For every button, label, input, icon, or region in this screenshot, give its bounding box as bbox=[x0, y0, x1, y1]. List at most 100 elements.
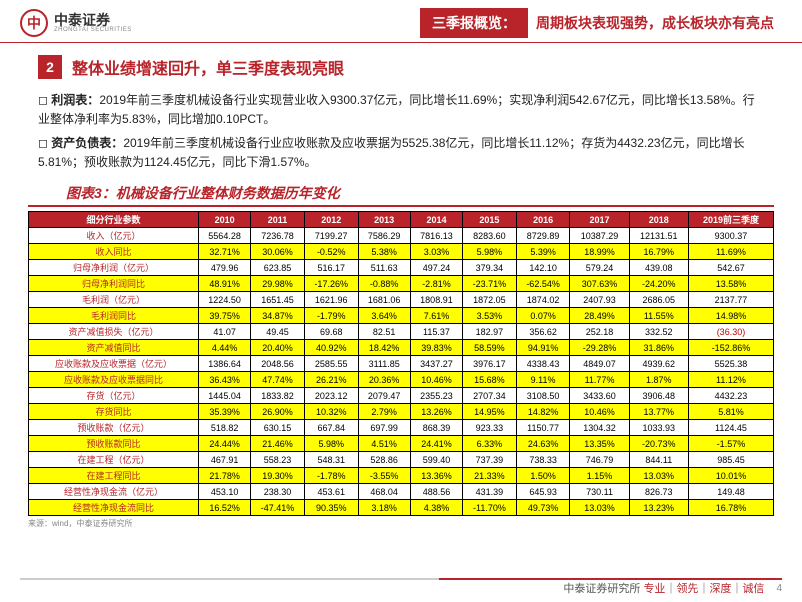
table-cell: 826.73 bbox=[629, 484, 688, 500]
table-cell: 548.31 bbox=[304, 452, 358, 468]
footer: 中泰证券研究所 专业｜领先｜深度｜诚信 4 bbox=[563, 580, 782, 596]
table-cell: 488.56 bbox=[410, 484, 462, 500]
table-cell: 1.50% bbox=[516, 468, 570, 484]
table-cell: 4.51% bbox=[358, 436, 410, 452]
table-row: 毛利润同比39.75%34.87%-1.79%3.64%7.61%3.53%0.… bbox=[29, 308, 774, 324]
logo-text: 中泰证券 ZHONGTAI SECURITIES bbox=[54, 13, 132, 33]
table-cell: 24.44% bbox=[198, 436, 250, 452]
table-cell: 356.62 bbox=[516, 324, 570, 340]
table-cell: 844.11 bbox=[629, 452, 688, 468]
table-cell: 453.61 bbox=[304, 484, 358, 500]
row-label: 收入同比 bbox=[29, 244, 199, 260]
table-cell: 2079.47 bbox=[358, 388, 410, 404]
table-cell: 579.24 bbox=[570, 260, 629, 276]
table-cell: 1150.77 bbox=[516, 420, 570, 436]
table-header-cell: 2012 bbox=[304, 212, 358, 228]
table-cell: 41.07 bbox=[198, 324, 250, 340]
footer-s1: ｜ bbox=[665, 583, 676, 595]
table-cell: 697.99 bbox=[358, 420, 410, 436]
table-cell: 2023.12 bbox=[304, 388, 358, 404]
table-cell: 252.18 bbox=[570, 324, 629, 340]
table-cell: 16.78% bbox=[688, 500, 773, 516]
table-header-cell: 2010 bbox=[198, 212, 250, 228]
page-number: 4 bbox=[776, 583, 782, 594]
table-cell: 9.11% bbox=[516, 372, 570, 388]
table-cell: 9300.37 bbox=[688, 228, 773, 244]
footer-w3: 深度 bbox=[709, 583, 731, 595]
table-cell: 5525.38 bbox=[688, 356, 773, 372]
table-cell: 47.74% bbox=[251, 372, 305, 388]
table-cell: 12131.51 bbox=[629, 228, 688, 244]
section-title: 整体业绩增速回升，单三季度表现亮眼 bbox=[72, 55, 344, 79]
table-cell: 10.46% bbox=[410, 372, 462, 388]
table-cell: 645.93 bbox=[516, 484, 570, 500]
table-cell: 14.98% bbox=[688, 308, 773, 324]
table-cell: 7586.29 bbox=[358, 228, 410, 244]
row-label: 经营性净现金流（亿元） bbox=[29, 484, 199, 500]
table-cell: 5.81% bbox=[688, 404, 773, 420]
table-cell: 11.69% bbox=[688, 244, 773, 260]
table-cell: 18.99% bbox=[570, 244, 629, 260]
table-row: 经营性净现金流（亿元）453.10238.30453.61468.04488.5… bbox=[29, 484, 774, 500]
table-wrap: 细分行业参数2010201120122013201420152016201720… bbox=[0, 207, 802, 516]
table-row: 应收账款及应收票据（亿元）1386.642048.562585.553111.8… bbox=[29, 356, 774, 372]
table-row: 在建工程同比21.78%19.30%-1.78%-3.55%13.36%21.3… bbox=[29, 468, 774, 484]
table-cell: 3437.27 bbox=[410, 356, 462, 372]
row-label: 毛利润同比 bbox=[29, 308, 199, 324]
chart-title: 图表3：机械设备行业整体财务数据历年变化 bbox=[28, 173, 774, 207]
table-header-cell: 2016 bbox=[516, 212, 570, 228]
table-cell: 90.35% bbox=[304, 500, 358, 516]
table-cell: 0.07% bbox=[516, 308, 570, 324]
table-cell: 2137.77 bbox=[688, 292, 773, 308]
table-cell: 35.39% bbox=[198, 404, 250, 420]
table-cell: 1.87% bbox=[629, 372, 688, 388]
table-cell: 7199.27 bbox=[304, 228, 358, 244]
table-cell: 923.33 bbox=[463, 420, 517, 436]
table-cell: 238.30 bbox=[251, 484, 305, 500]
table-cell: 39.83% bbox=[410, 340, 462, 356]
para1-text: 2019年前三季度机械设备行业实现营业收入9300.37亿元，同比增长11.69… bbox=[38, 93, 755, 126]
table-cell: 468.04 bbox=[358, 484, 410, 500]
table-cell: 518.82 bbox=[198, 420, 250, 436]
table-cell: 1872.05 bbox=[463, 292, 517, 308]
table-cell: 11.77% bbox=[570, 372, 629, 388]
table-cell: 599.40 bbox=[410, 452, 462, 468]
table-cell: 19.30% bbox=[251, 468, 305, 484]
table-cell: 115.37 bbox=[410, 324, 462, 340]
row-label: 应收账款及应收票据同比 bbox=[29, 372, 199, 388]
table-cell: 5564.28 bbox=[198, 228, 250, 244]
table-cell: 40.92% bbox=[304, 340, 358, 356]
table-cell: 30.06% bbox=[251, 244, 305, 260]
paragraph-balance: ◻ 资产负债表：2019年前三季度机械设备行业应收账款及应收票据为5525.38… bbox=[0, 130, 802, 173]
table-row: 资产减值同比4.44%20.40%40.92%18.42%39.83%58.59… bbox=[29, 340, 774, 356]
table-cell: 467.91 bbox=[198, 452, 250, 468]
table-cell: 1808.91 bbox=[410, 292, 462, 308]
footer-s3: ｜ bbox=[731, 583, 742, 595]
logo-icon: 中 bbox=[20, 9, 48, 37]
table-cell: 1033.93 bbox=[629, 420, 688, 436]
table-cell: 511.63 bbox=[358, 260, 410, 276]
table-cell: 8729.89 bbox=[516, 228, 570, 244]
table-cell: 737.39 bbox=[463, 452, 517, 468]
table-cell: 13.77% bbox=[629, 404, 688, 420]
table-cell: 558.23 bbox=[251, 452, 305, 468]
table-row: 归母净利润同比48.91%29.98%-17.26%-0.88%-2.81%-2… bbox=[29, 276, 774, 292]
table-cell: 7236.78 bbox=[251, 228, 305, 244]
row-label: 资产减值损失（亿元） bbox=[29, 324, 199, 340]
row-label: 经营性净现金流同比 bbox=[29, 500, 199, 516]
table-cell: 1651.45 bbox=[251, 292, 305, 308]
table-cell: 10.01% bbox=[688, 468, 773, 484]
table-cell: 868.39 bbox=[410, 420, 462, 436]
table-cell: 497.24 bbox=[410, 260, 462, 276]
table-row: 收入同比32.71%30.06%-0.52%5.38%3.03%5.98%5.3… bbox=[29, 244, 774, 260]
table-cell: 2707.34 bbox=[463, 388, 517, 404]
table-cell: 82.51 bbox=[358, 324, 410, 340]
table-cell: 13.26% bbox=[410, 404, 462, 420]
table-cell: 13.03% bbox=[570, 500, 629, 516]
row-label: 应收账款及应收票据（亿元） bbox=[29, 356, 199, 372]
table-row: 预收账款（亿元）518.82630.15667.84697.99868.3992… bbox=[29, 420, 774, 436]
table-cell: -3.55% bbox=[358, 468, 410, 484]
table-cell: 31.86% bbox=[629, 340, 688, 356]
data-source: 来源：wind，中泰证券研究所 bbox=[0, 516, 802, 531]
table-cell: 2048.56 bbox=[251, 356, 305, 372]
